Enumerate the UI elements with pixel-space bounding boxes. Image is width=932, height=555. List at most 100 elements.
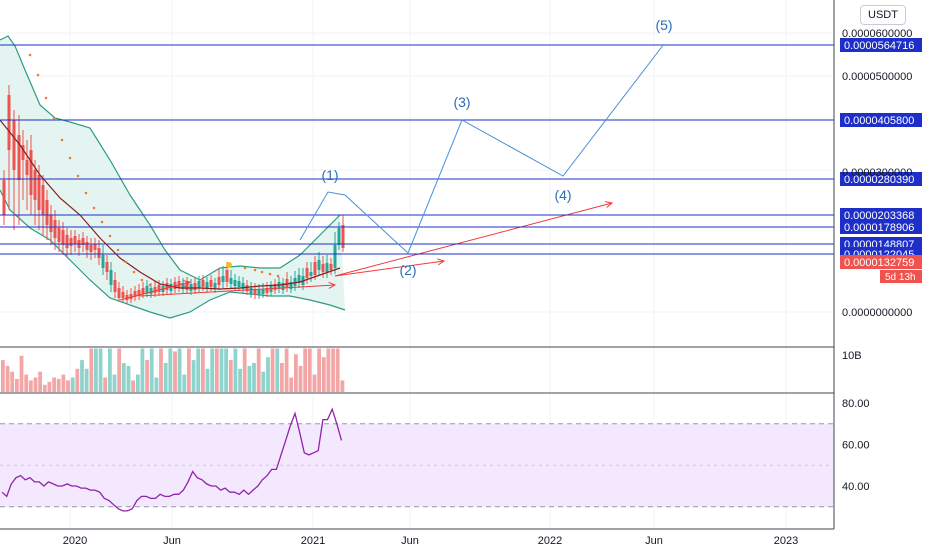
- candle-body: [33, 170, 37, 200]
- candle-body: [261, 289, 265, 294]
- countdown-bg: [880, 270, 922, 283]
- volume-bar: [331, 348, 335, 392]
- y-tick-label: 0.0000300000: [842, 167, 912, 179]
- volume-bar: [173, 351, 177, 392]
- volume-bar: [47, 381, 52, 393]
- volume-bar: [56, 378, 61, 392]
- volume-bar: [140, 348, 145, 392]
- candle-body: [117, 288, 121, 298]
- candle-body: [157, 285, 161, 292]
- candle-body: [141, 288, 145, 294]
- volume-bar: [5, 365, 10, 392]
- candle-body: [153, 287, 157, 293]
- trend-arrow: [334, 260, 445, 277]
- candle-body: [133, 291, 137, 297]
- candle-body: [265, 288, 269, 293]
- volume-tick-label: 10B: [842, 350, 862, 362]
- wave-label: (3): [453, 94, 470, 110]
- candle-body: [69, 238, 73, 246]
- price-level-tag-bg: [840, 172, 922, 186]
- x-tick-label: Jun: [645, 535, 663, 547]
- volume-bar: [75, 368, 80, 392]
- price-level-value: 0.0000280390: [844, 174, 914, 186]
- volume-bar: [19, 355, 24, 393]
- sar-dot: [108, 234, 112, 238]
- candle-body: [241, 283, 245, 289]
- price-level-tag[interactable]: 0.0000178906: [840, 220, 922, 234]
- arrow-head: [437, 258, 446, 266]
- candle-body: [313, 262, 317, 275]
- volume-bar: [168, 348, 173, 392]
- candle-body: [181, 283, 185, 289]
- currency-button[interactable]: USDT: [860, 5, 906, 25]
- volume-bar: [28, 380, 33, 392]
- axes: 0.00006000000.00005000000.00003000000.00…: [0, 0, 912, 547]
- current-price-value: 0.0000132759: [844, 257, 914, 269]
- current-price-bg: [840, 255, 922, 269]
- volume-bar: [24, 374, 29, 392]
- volume-bar: [294, 354, 298, 392]
- candle-body: [253, 289, 257, 295]
- sar-dot: [140, 278, 144, 282]
- candle-body: [65, 235, 69, 248]
- candle-body: [229, 278, 233, 284]
- sar-dot: [116, 248, 120, 252]
- price-level-tag[interactable]: 0.0000280390: [840, 172, 922, 186]
- trend-arrow: [119, 281, 191, 301]
- y-tick-label: 0.0000500000: [842, 71, 912, 83]
- candle-body: [201, 280, 205, 287]
- sar-dot: [132, 270, 136, 274]
- volume-bar: [89, 348, 94, 392]
- candle-body: [309, 272, 313, 276]
- y-tick-label: 0.0000600000: [842, 28, 912, 40]
- volume-bar: [210, 348, 215, 392]
- x-tick-label: 2021: [301, 535, 325, 547]
- volume-bar: [219, 348, 224, 392]
- rsi-tick-label: 40.00: [842, 481, 870, 493]
- candle-body: [129, 294, 133, 299]
- candle-body: [21, 145, 25, 160]
- volume-bar: [159, 348, 163, 392]
- x-tick-label: 2022: [538, 535, 562, 547]
- candle-body: [273, 284, 277, 290]
- candle-body: [289, 282, 293, 289]
- volume-bar: [15, 378, 19, 392]
- candle-body: [17, 135, 21, 180]
- volume-bar: [145, 360, 149, 392]
- bollinger-upper: [0, 35, 341, 281]
- price-level-tag[interactable]: 0.0000564716: [840, 38, 922, 52]
- price-level-tag[interactable]: 0.0000203368: [840, 208, 922, 222]
- price-level-tag-bg: [840, 220, 922, 234]
- candle-body: [193, 283, 197, 290]
- volume-bar: [1, 360, 5, 392]
- volume-bar: [66, 380, 70, 392]
- volume-bar: [321, 357, 326, 392]
- volume-bar: [117, 348, 122, 392]
- volume-bar: [42, 384, 47, 393]
- candle-body: [101, 255, 105, 268]
- volume-bar: [131, 380, 135, 392]
- volume-bar: [307, 348, 312, 392]
- sar-dot: [253, 268, 257, 272]
- candle-body: [221, 276, 225, 282]
- candle-body: [93, 244, 97, 250]
- moving-average: [0, 119, 341, 290]
- current-price-tag[interactable]: 0.0000132759 5d 13h: [840, 255, 922, 283]
- price-level-tag-bg: [840, 38, 922, 52]
- candle-body: [321, 264, 325, 272]
- price-level-tag[interactable]: 0.0000405800: [840, 113, 922, 127]
- rsi-line: [1, 407, 343, 512]
- volume-bar: [121, 363, 126, 392]
- volume-bar: [228, 360, 233, 392]
- volume-bar: [266, 357, 270, 392]
- volume-bar: [335, 348, 340, 392]
- candle-body: [137, 290, 141, 296]
- wave-path: [299, 43, 665, 254]
- rsi-panel: [0, 407, 834, 512]
- candle-body: [249, 288, 253, 294]
- volume-bar: [108, 348, 112, 392]
- volume-bar: [298, 365, 303, 392]
- candle-body: [209, 280, 213, 287]
- x-tick-label: 2020: [63, 535, 87, 547]
